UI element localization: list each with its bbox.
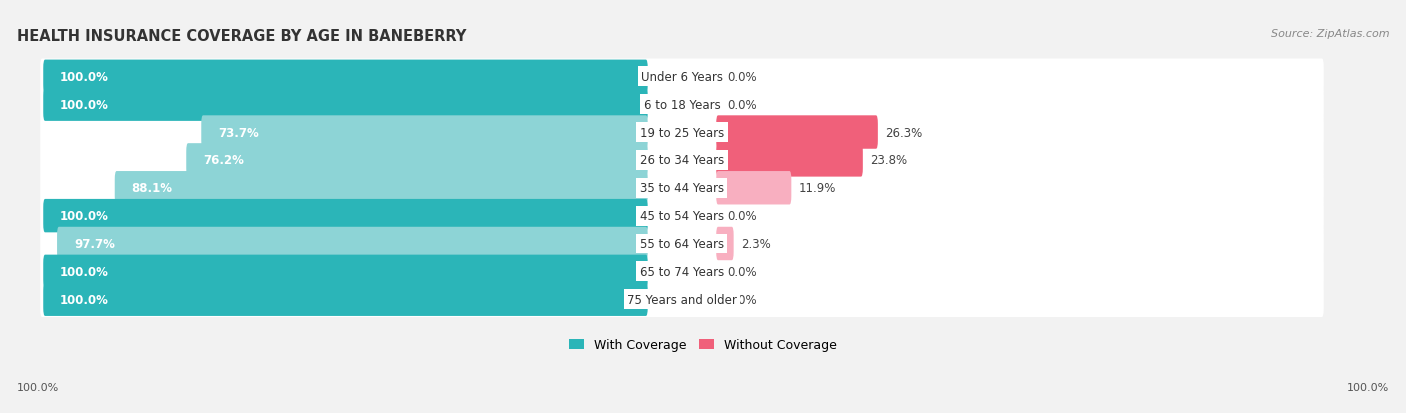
Text: Under 6 Years: Under 6 Years (641, 71, 723, 83)
FancyBboxPatch shape (716, 116, 877, 150)
Text: 2.3%: 2.3% (741, 237, 770, 250)
FancyBboxPatch shape (44, 255, 648, 288)
Text: 0.0%: 0.0% (727, 71, 756, 83)
FancyBboxPatch shape (44, 199, 648, 233)
Text: 23.8%: 23.8% (870, 154, 907, 167)
Text: 97.7%: 97.7% (75, 237, 115, 250)
FancyBboxPatch shape (41, 115, 1323, 150)
FancyBboxPatch shape (41, 254, 1323, 290)
FancyBboxPatch shape (186, 144, 648, 177)
Text: 73.7%: 73.7% (218, 126, 259, 139)
Text: 0.0%: 0.0% (727, 98, 756, 112)
Text: 75 Years and older: 75 Years and older (627, 293, 737, 306)
FancyBboxPatch shape (44, 60, 648, 94)
FancyBboxPatch shape (41, 171, 1323, 206)
Text: HEALTH INSURANCE COVERAGE BY AGE IN BANEBERRY: HEALTH INSURANCE COVERAGE BY AGE IN BANE… (17, 29, 467, 44)
Text: 65 to 74 Years: 65 to 74 Years (640, 265, 724, 278)
FancyBboxPatch shape (44, 88, 648, 121)
FancyBboxPatch shape (41, 282, 1323, 317)
Text: 26 to 34 Years: 26 to 34 Years (640, 154, 724, 167)
Text: 6 to 18 Years: 6 to 18 Years (644, 98, 720, 112)
Legend: With Coverage, Without Coverage: With Coverage, Without Coverage (564, 333, 842, 356)
FancyBboxPatch shape (716, 144, 863, 177)
Text: 19 to 25 Years: 19 to 25 Years (640, 126, 724, 139)
Text: 100.0%: 100.0% (60, 265, 108, 278)
FancyBboxPatch shape (41, 59, 1323, 95)
Text: 11.9%: 11.9% (799, 182, 837, 195)
Text: 35 to 44 Years: 35 to 44 Years (640, 182, 724, 195)
FancyBboxPatch shape (58, 227, 648, 261)
FancyBboxPatch shape (41, 87, 1323, 123)
FancyBboxPatch shape (44, 283, 648, 316)
FancyBboxPatch shape (716, 172, 792, 205)
Text: 45 to 54 Years: 45 to 54 Years (640, 210, 724, 223)
Text: 100.0%: 100.0% (17, 382, 59, 392)
FancyBboxPatch shape (716, 227, 734, 261)
Text: 76.2%: 76.2% (202, 154, 245, 167)
Text: 55 to 64 Years: 55 to 64 Years (640, 237, 724, 250)
FancyBboxPatch shape (41, 143, 1323, 178)
Text: 100.0%: 100.0% (60, 98, 108, 112)
FancyBboxPatch shape (41, 198, 1323, 234)
FancyBboxPatch shape (41, 226, 1323, 262)
Text: 0.0%: 0.0% (727, 293, 756, 306)
FancyBboxPatch shape (201, 116, 648, 150)
Text: 100.0%: 100.0% (60, 293, 108, 306)
Text: 100.0%: 100.0% (60, 210, 108, 223)
FancyBboxPatch shape (115, 172, 648, 205)
Text: 88.1%: 88.1% (132, 182, 173, 195)
Text: 100.0%: 100.0% (1347, 382, 1389, 392)
Text: 100.0%: 100.0% (60, 71, 108, 83)
Text: Source: ZipAtlas.com: Source: ZipAtlas.com (1271, 29, 1389, 39)
Text: 0.0%: 0.0% (727, 265, 756, 278)
Text: 26.3%: 26.3% (884, 126, 922, 139)
Text: 0.0%: 0.0% (727, 210, 756, 223)
